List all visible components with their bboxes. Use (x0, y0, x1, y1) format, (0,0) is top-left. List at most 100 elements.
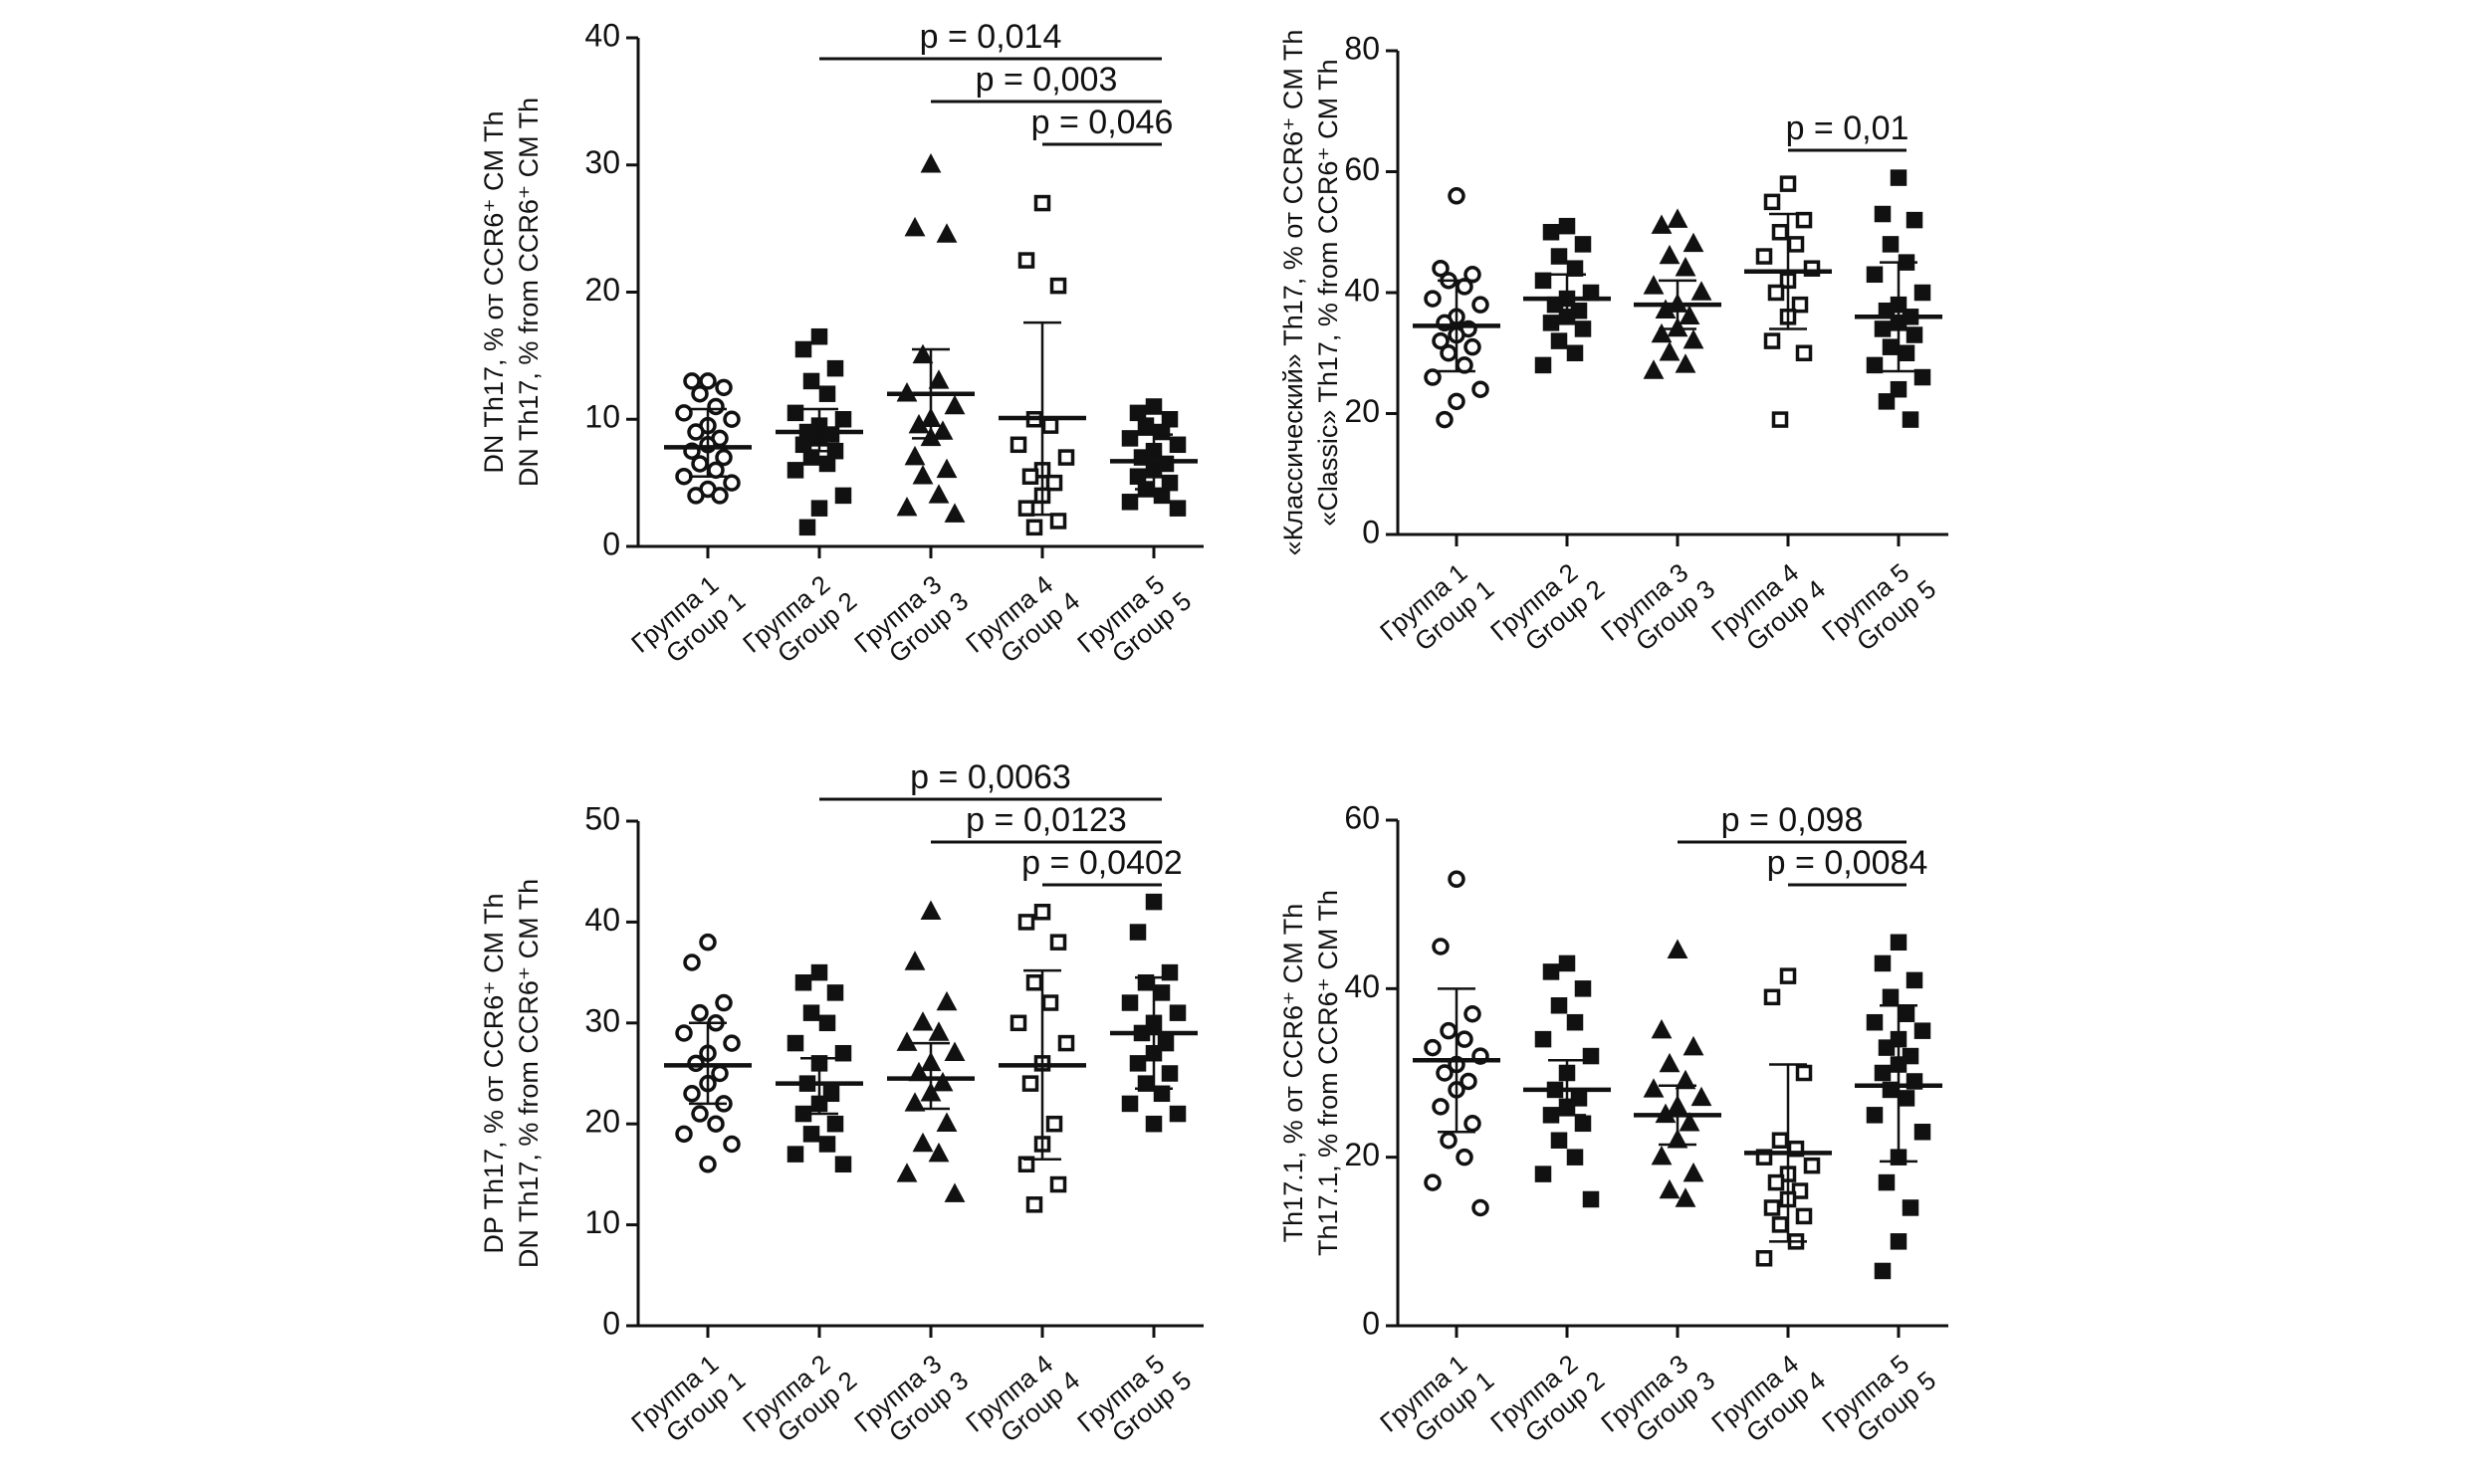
p-value-label: p = 0,0063 (910, 758, 1071, 796)
data-point (1683, 1035, 1704, 1056)
data-point (928, 484, 950, 504)
data-point (1874, 1262, 1892, 1280)
data-point (1463, 1115, 1481, 1133)
data-point (1890, 380, 1908, 398)
data-point (912, 343, 934, 364)
data-point (683, 1085, 701, 1103)
data-point (1121, 494, 1139, 511)
data-point (1913, 1124, 1931, 1141)
data-point (1010, 436, 1027, 454)
data-point (1690, 1086, 1712, 1107)
y-tick-label: 20 (584, 1104, 620, 1140)
y-axis-label: DN Th17, % from CCR6⁺ CM Th (514, 879, 544, 1268)
data-point (1795, 1207, 1813, 1225)
data-point (1448, 187, 1465, 205)
data-point (707, 461, 725, 480)
data-point (707, 1115, 725, 1133)
panel: 0 20 40 60 80 «Классический» Th17, % от CCR6⁺… (1278, 30, 1948, 657)
data-point (723, 474, 741, 492)
data-point (1763, 1199, 1781, 1216)
data-point (936, 990, 958, 1011)
data-point (1566, 260, 1584, 277)
y-tick-label: 0 (602, 526, 620, 561)
data-point (1902, 1199, 1919, 1216)
data-point (1424, 1038, 1442, 1057)
data-point (1874, 954, 1892, 972)
data-point (1017, 914, 1035, 931)
data-point (1659, 341, 1681, 361)
data-point (711, 1064, 729, 1083)
data-point (1779, 967, 1797, 984)
y-axis-label: Th17.1, % from CCR6⁺ CM Th (1313, 890, 1343, 1256)
data-point (1763, 988, 1781, 1006)
data-point (1017, 1156, 1035, 1173)
data-point (1463, 1004, 1481, 1023)
data-point (1471, 296, 1489, 314)
data-point (1471, 380, 1489, 398)
data-point (723, 1135, 741, 1154)
data-point (920, 900, 942, 921)
data-point (1651, 1145, 1673, 1166)
data-point (1566, 1013, 1584, 1031)
data-point (1890, 169, 1908, 186)
data-point (786, 1146, 804, 1163)
data-point (904, 216, 926, 237)
data-point (1456, 1148, 1473, 1166)
data-point (1866, 356, 1884, 374)
data-point (1440, 1021, 1458, 1040)
data-point (1542, 224, 1560, 241)
y-tick-label: 40 (1344, 968, 1380, 1004)
p-value-label: p = 0,003 (976, 61, 1118, 99)
y-tick-label: 60 (1344, 151, 1380, 187)
data-point (1153, 423, 1171, 441)
data-point (810, 327, 828, 345)
y-tick-label: 60 (1344, 799, 1380, 835)
data-point (1898, 1090, 1915, 1107)
data-point (723, 410, 741, 428)
data-point (1121, 1095, 1139, 1113)
data-point (936, 1112, 958, 1132)
data-point (794, 340, 812, 358)
data-point (1121, 994, 1139, 1011)
data-point (920, 153, 942, 173)
data-point (1755, 248, 1773, 265)
p-value-label: p = 0,0084 (1767, 844, 1928, 882)
data-point (1771, 1132, 1789, 1149)
data-point (834, 487, 852, 505)
data-point (1033, 904, 1051, 921)
data-point (1906, 211, 1923, 229)
data-point (1542, 963, 1560, 980)
data-point (822, 1085, 840, 1103)
y-axis-label: «Classic» Th17, % from CCR6⁺ CM Th (1313, 59, 1343, 526)
data-point (1874, 205, 1892, 223)
data-point (1582, 1047, 1600, 1065)
data-point (1675, 256, 1696, 277)
data-point (1874, 1064, 1892, 1082)
data-point (1448, 870, 1465, 889)
data-point (912, 465, 934, 485)
data-point (675, 467, 693, 486)
data-point (1690, 281, 1712, 301)
data-point (675, 1125, 693, 1144)
data-point (834, 1044, 852, 1062)
data-point (818, 1136, 836, 1153)
data-point (1882, 338, 1900, 355)
data-point (1866, 266, 1884, 284)
data-point (1655, 299, 1677, 318)
data-point (908, 413, 930, 434)
y-tick-label: 10 (584, 399, 620, 435)
data-point (1456, 1030, 1473, 1048)
data-point (912, 1132, 934, 1153)
data-point (1153, 1085, 1171, 1103)
data-point (1643, 275, 1665, 295)
data-point (1679, 305, 1700, 325)
y-tick-label: 80 (1344, 30, 1380, 66)
data-point (1169, 1004, 1187, 1021)
data-point (1534, 356, 1552, 374)
data-point (1651, 1018, 1673, 1039)
y-tick-label: 0 (1362, 514, 1380, 549)
data-point (826, 359, 844, 377)
